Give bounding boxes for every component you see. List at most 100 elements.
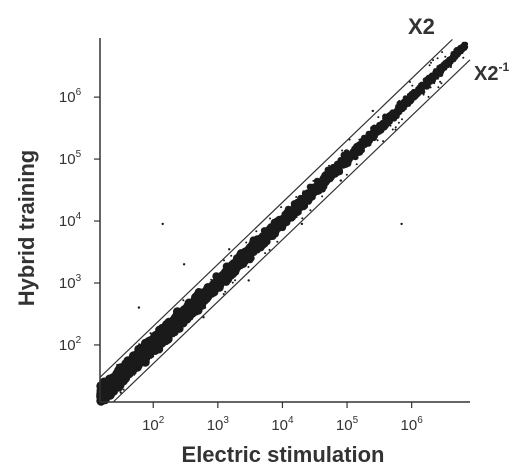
- data-point: [440, 82, 443, 85]
- data-point: [462, 56, 465, 59]
- data-point: [108, 377, 118, 387]
- x-tick-label: 105: [336, 415, 359, 434]
- data-point: [342, 154, 349, 161]
- data-point: [389, 124, 392, 127]
- data-point: [149, 332, 152, 335]
- data-point: [152, 355, 155, 358]
- y-tick-label: 105: [59, 149, 82, 168]
- data-point: [409, 81, 411, 83]
- data-point: [227, 264, 235, 273]
- data-point: [320, 175, 323, 178]
- data-point: [266, 233, 275, 241]
- data-point: [280, 206, 283, 209]
- reference-line-x2: [99, 38, 453, 378]
- data-point: [169, 334, 172, 337]
- data-point: [428, 64, 431, 67]
- data-point: [404, 108, 407, 110]
- outlier-point: [339, 179, 342, 182]
- data-point: [175, 307, 185, 317]
- data-point: [439, 66, 445, 72]
- data-point: [161, 328, 164, 331]
- data-point: [268, 248, 271, 251]
- outlier-point: [371, 109, 374, 113]
- data-point: [173, 329, 176, 332]
- data-point: [122, 388, 125, 391]
- data-point: [377, 116, 380, 119]
- data-point: [394, 126, 397, 129]
- data-point: [309, 193, 316, 201]
- data-point: [185, 316, 188, 319]
- data-point: [304, 202, 306, 205]
- data-point: [401, 118, 403, 121]
- data-point: [213, 284, 216, 287]
- data-point: [398, 99, 401, 102]
- data-point: [184, 300, 187, 303]
- data-point: [436, 57, 439, 60]
- reference-line-labels: X2 X2-1: [408, 14, 509, 85]
- data-point: [259, 238, 262, 241]
- data-point: [138, 343, 141, 346]
- data-point: [433, 70, 439, 75]
- data-point: [382, 140, 385, 143]
- data-point: [263, 245, 265, 248]
- data-point: [182, 299, 185, 302]
- data-point: [258, 238, 261, 241]
- reference-line-x2-inverse: [112, 59, 471, 403]
- data-point: [346, 157, 349, 160]
- data-point: [191, 305, 200, 314]
- data-point: [173, 335, 175, 338]
- data-point: [332, 169, 335, 172]
- data-point: [161, 324, 164, 327]
- data-point: [218, 277, 221, 280]
- data-point: [365, 140, 372, 147]
- data-point: [205, 302, 208, 305]
- data-point: [408, 98, 411, 101]
- data-point: [295, 216, 298, 219]
- data-point: [222, 293, 225, 295]
- x-tick-label: 106: [401, 415, 424, 434]
- data-point: [436, 77, 439, 80]
- data-point: [325, 175, 332, 182]
- data-point: [325, 167, 332, 175]
- data-point: [274, 218, 282, 226]
- data-point: [335, 169, 338, 171]
- data-point: [289, 208, 297, 216]
- outlier-point: [228, 248, 231, 251]
- data-point: [385, 118, 388, 121]
- data-point: [235, 253, 238, 256]
- data-point: [320, 186, 323, 188]
- data-point: [102, 387, 113, 397]
- data-point: [365, 140, 368, 142]
- data-point: [450, 64, 453, 67]
- x-tick-label: 102: [142, 415, 165, 434]
- data-point: [457, 53, 460, 56]
- data-point: [413, 89, 419, 95]
- data-point: [345, 173, 348, 176]
- data-point: [398, 112, 401, 115]
- data-point: [237, 258, 240, 261]
- data-point: [376, 124, 382, 130]
- data-point: [276, 240, 279, 243]
- data-point: [394, 110, 397, 113]
- data-point: [371, 126, 378, 133]
- data-point: [204, 306, 207, 309]
- outlier-point: [161, 222, 164, 226]
- data-point: [404, 100, 410, 106]
- data-point: [355, 163, 358, 166]
- data-point: [255, 230, 258, 233]
- x2-inverse-label: X2-1: [474, 60, 509, 85]
- data-point: [422, 93, 425, 96]
- data-point: [188, 306, 191, 309]
- data-point: [353, 152, 356, 155]
- data-point: [225, 268, 228, 271]
- data-point: [232, 264, 235, 267]
- data-point: [195, 293, 204, 302]
- data-point: [146, 344, 149, 346]
- data-point: [116, 363, 119, 366]
- data-point: [330, 175, 333, 177]
- data-point: [173, 310, 175, 313]
- data-point: [302, 190, 305, 193]
- data-point: [210, 284, 219, 293]
- data-point: [299, 212, 302, 215]
